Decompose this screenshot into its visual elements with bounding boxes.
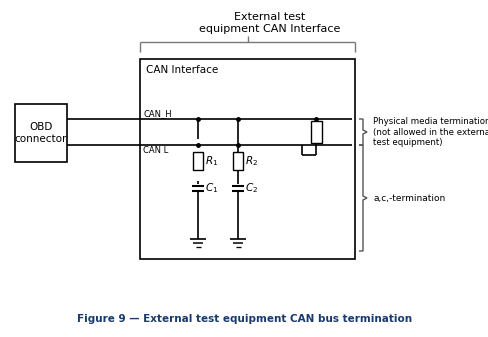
Text: OBD
connector: OBD connector [15, 122, 67, 144]
Bar [15, 104, 67, 162]
Bar [310, 121, 321, 143]
Bar [232, 152, 243, 170]
Text: $R_1$: $R_1$ [204, 154, 218, 168]
Text: External test
equipment CAN Interface: External test equipment CAN Interface [199, 12, 340, 34]
Text: $R_2$: $R_2$ [244, 154, 258, 168]
Bar [140, 59, 354, 259]
Text: CAN Interface: CAN Interface [146, 65, 218, 75]
Text: Figure 9 — External test equipment CAN bus termination: Figure 9 — External test equipment CAN b… [77, 314, 411, 324]
Text: Physical media termination
(not allowed in the external
test equipment): Physical media termination (not allowed … [372, 117, 488, 147]
Text: CAN L: CAN L [142, 146, 168, 155]
Text: CAN_H: CAN_H [142, 109, 171, 118]
Bar [193, 152, 203, 170]
Text: a,c,-termination: a,c,-termination [372, 193, 445, 203]
Text: $C_1$: $C_1$ [204, 181, 218, 195]
Text: $C_2$: $C_2$ [244, 181, 258, 195]
